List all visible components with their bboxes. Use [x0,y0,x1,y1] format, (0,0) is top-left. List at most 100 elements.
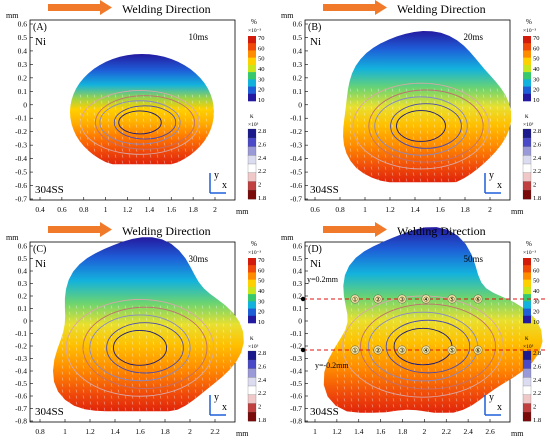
flow-mark [349,112,352,116]
flow-mark [152,347,155,351]
flow-mark [166,377,169,381]
flow-mark [208,383,211,387]
flow-mark [511,362,514,366]
flow-mark [378,185,379,188]
flow-mark [110,329,113,333]
flow-mark [440,136,443,140]
flow-mark [198,112,201,116]
flow-mark [371,380,374,384]
flow-mark [434,392,437,396]
flow-mark [96,323,99,327]
colorbar-bottom-segment [522,412,532,422]
x-tick-label: 0.6 [57,205,67,214]
flow-mark [405,124,408,128]
flow-mark [118,414,119,417]
flow-mark [455,185,456,188]
flow-mark [461,178,464,182]
contours [80,90,200,155]
flow-mark [398,130,401,134]
flow-mark [414,416,415,419]
flow-mark [205,112,208,116]
flow-mark [490,350,493,354]
colorbar-top-segment [523,265,531,273]
flow-mark [350,374,353,378]
flow-mark [187,365,190,369]
flow-mark [420,404,423,408]
flow-mark [187,371,190,375]
colorbar-top-segment [248,294,256,302]
flow-mark [350,314,353,318]
colorbar-bottom-tick: 2.2 [533,168,541,175]
flow-mark [385,356,388,360]
flow-mark [518,410,521,413]
flow-mark [145,341,148,345]
flow-mark [455,302,458,306]
colorbar-bottom-segment [522,403,532,413]
flow-mark [100,148,103,152]
y-tick-label: -0.7 [15,195,27,204]
y-tick-label: 0.5 [293,254,303,263]
flow-mark [96,335,99,339]
flow-mark [511,386,514,390]
flow-mark [100,124,103,128]
flow-mark [159,395,162,399]
line-upper-label: y=0.2mm [307,275,339,284]
flow-mark [482,166,485,170]
x-unit-label: mm [511,429,524,438]
flow-mark [166,323,169,327]
flow-mark [187,389,190,393]
flow-mark [201,341,204,345]
flow-mark [497,332,500,336]
flow-mark [518,362,521,366]
flow-mark [101,167,102,170]
flow-mark [447,124,450,128]
flow-mark [349,136,352,140]
flow-mark [385,314,388,318]
flow-mark [454,100,457,104]
flow-mark [371,392,374,396]
flow-mark [350,302,353,306]
flow-mark [156,154,159,158]
flow-mark [61,335,64,339]
flow-mark [455,362,458,366]
flow-mark [364,314,367,318]
flow-mark [469,392,472,396]
flow-mark [336,338,339,342]
flow-mark [469,320,472,324]
flow-mark [405,100,408,104]
y-tick-label: 0.4 [293,46,303,55]
flow-mark [405,88,408,92]
flow-mark [208,365,211,369]
colorbar-top-tick: 60 [258,267,265,274]
flow-mark [202,414,203,417]
flow-mark [504,362,507,366]
bottom-material-label: 304SS [35,184,64,196]
flow-mark [166,371,169,375]
flow-mark [489,136,492,140]
flow-mark [349,106,352,110]
flow-mark [121,94,124,98]
flow-mark [462,404,465,408]
colorbar-top-tick: 40 [258,66,265,73]
flow-mark [490,185,491,188]
flow-mark [420,326,423,330]
flow-mark [94,167,95,170]
flow-mark [391,136,394,140]
flow-mark [399,368,402,372]
flow-mark [187,323,190,327]
flow-mark [433,94,436,98]
flow-mark [490,380,493,384]
flow-mark [68,341,71,345]
flow-mark [503,142,506,146]
flow-mark [107,100,110,104]
flow-mark [212,124,214,128]
flow-mark [434,356,437,360]
y-tick-label: 0.3 [293,279,303,288]
flow-mark [159,311,162,315]
flow-mark [79,142,82,146]
flow-mark [159,401,162,405]
x-tick-label: 1.2 [123,205,133,214]
flow-mark [371,338,374,342]
flow-mark [356,100,359,104]
contour-line [385,319,471,374]
